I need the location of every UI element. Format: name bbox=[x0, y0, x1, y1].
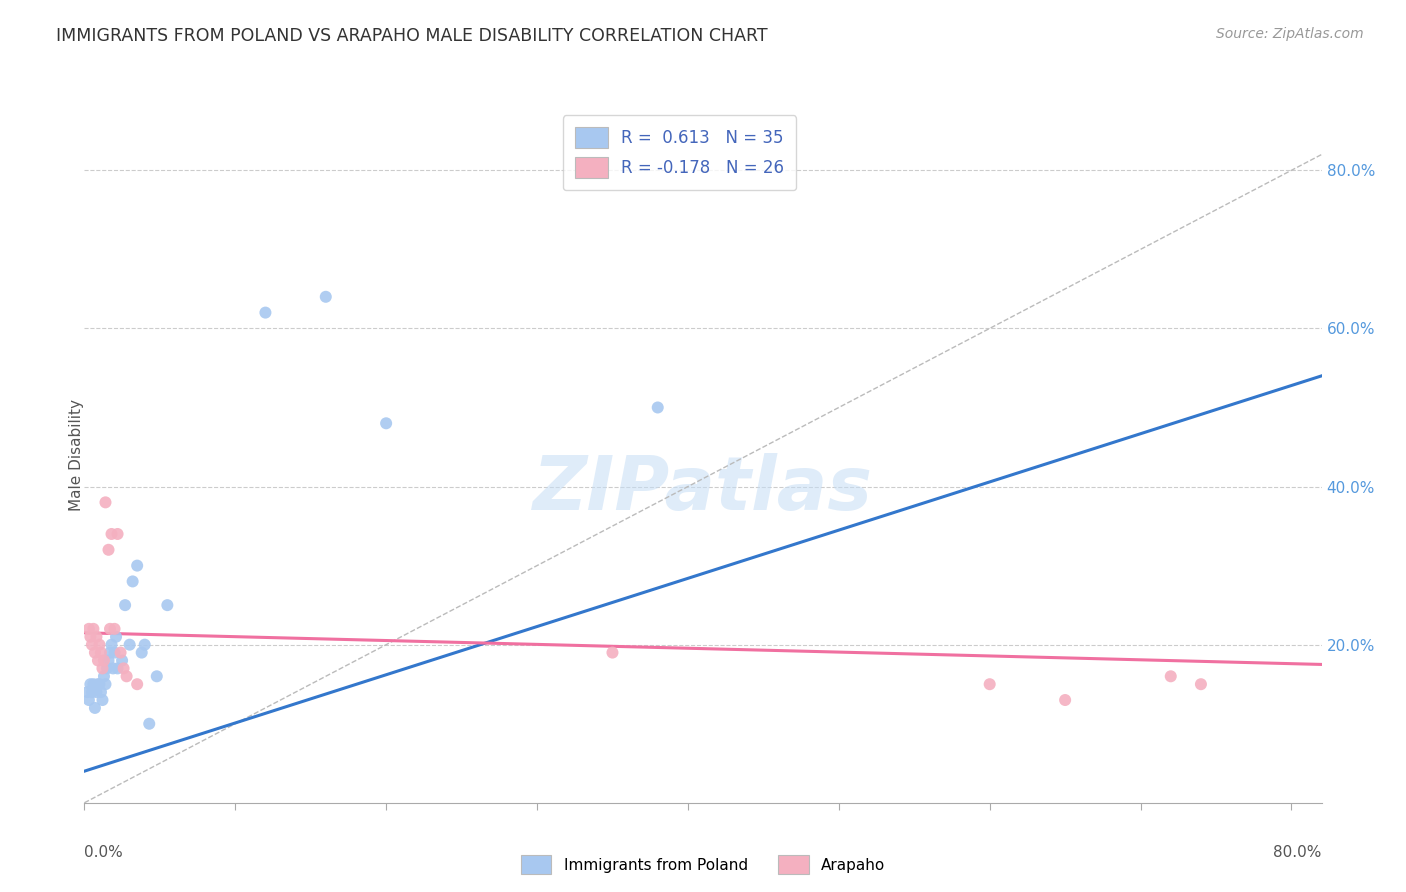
Point bbox=[94, 677, 117, 691]
Point bbox=[100, 527, 122, 541]
Point bbox=[77, 693, 100, 707]
Point bbox=[1189, 677, 1212, 691]
Point bbox=[103, 646, 125, 660]
Point bbox=[1160, 669, 1182, 683]
Point bbox=[111, 653, 134, 667]
Point bbox=[103, 622, 125, 636]
Point bbox=[84, 646, 107, 660]
Point bbox=[96, 661, 118, 675]
Point bbox=[87, 677, 110, 691]
Point bbox=[90, 646, 112, 660]
Point bbox=[979, 677, 1001, 691]
Point bbox=[134, 638, 156, 652]
Point bbox=[100, 638, 122, 652]
Legend: R =  0.613   N = 35, R = -0.178   N = 26: R = 0.613 N = 35, R = -0.178 N = 26 bbox=[562, 115, 796, 190]
Point bbox=[98, 622, 121, 636]
Point bbox=[91, 661, 114, 675]
Point bbox=[118, 638, 141, 652]
Point bbox=[110, 646, 132, 660]
Point bbox=[89, 677, 111, 691]
Point bbox=[602, 646, 624, 660]
Point bbox=[86, 630, 108, 644]
Y-axis label: Male Disability: Male Disability bbox=[69, 399, 83, 511]
Point bbox=[112, 661, 135, 675]
Point bbox=[121, 574, 143, 589]
Point bbox=[127, 677, 149, 691]
Point bbox=[93, 669, 115, 683]
Point bbox=[131, 646, 153, 660]
Point bbox=[97, 653, 120, 667]
Point bbox=[97, 542, 120, 557]
Point bbox=[82, 622, 104, 636]
Point bbox=[138, 716, 160, 731]
Point bbox=[115, 669, 138, 683]
Text: 0.0%: 0.0% bbox=[84, 845, 124, 860]
Point bbox=[1054, 693, 1077, 707]
Point bbox=[94, 495, 117, 509]
Point bbox=[107, 661, 129, 675]
Point bbox=[254, 305, 277, 319]
Point bbox=[114, 598, 136, 612]
Point bbox=[93, 653, 115, 667]
Text: IMMIGRANTS FROM POLAND VS ARAPAHO MALE DISABILITY CORRELATION CHART: IMMIGRANTS FROM POLAND VS ARAPAHO MALE D… bbox=[56, 27, 768, 45]
Point bbox=[84, 701, 107, 715]
Point bbox=[156, 598, 179, 612]
Point bbox=[87, 653, 110, 667]
Point bbox=[89, 638, 111, 652]
Point bbox=[98, 646, 121, 660]
Point bbox=[82, 677, 104, 691]
Point bbox=[105, 630, 128, 644]
Point bbox=[79, 630, 101, 644]
Point bbox=[127, 558, 149, 573]
Point bbox=[76, 685, 98, 699]
Point bbox=[107, 527, 129, 541]
Point bbox=[146, 669, 169, 683]
Legend: Immigrants from Poland, Arapaho: Immigrants from Poland, Arapaho bbox=[515, 849, 891, 880]
Point bbox=[375, 417, 398, 431]
Point bbox=[91, 693, 114, 707]
Text: Source: ZipAtlas.com: Source: ZipAtlas.com bbox=[1216, 27, 1364, 41]
Point bbox=[79, 677, 101, 691]
Point bbox=[86, 685, 108, 699]
Point bbox=[647, 401, 669, 415]
Point bbox=[80, 638, 103, 652]
Point bbox=[77, 622, 100, 636]
Point bbox=[90, 685, 112, 699]
Text: 80.0%: 80.0% bbox=[1274, 845, 1322, 860]
Point bbox=[315, 290, 337, 304]
Point bbox=[80, 685, 103, 699]
Text: ZIPatlas: ZIPatlas bbox=[533, 453, 873, 526]
Point bbox=[101, 661, 124, 675]
